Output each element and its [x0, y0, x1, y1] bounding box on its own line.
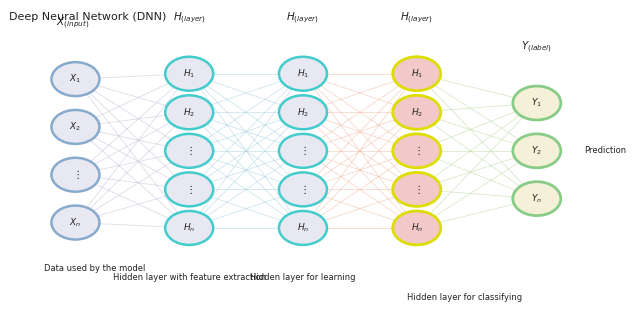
Text: $X_{(input)}$: $X_{(input)}$: [56, 16, 89, 31]
Text: $H_1$: $H_1$: [183, 68, 195, 80]
Ellipse shape: [279, 211, 327, 245]
Ellipse shape: [51, 206, 99, 240]
Text: $X_n$: $X_n$: [69, 216, 81, 229]
Text: Data used by the model: Data used by the model: [44, 264, 145, 273]
Text: $\vdots$: $\vdots$: [186, 144, 193, 157]
Text: $Y_n$: $Y_n$: [531, 192, 542, 205]
Ellipse shape: [279, 172, 327, 206]
Ellipse shape: [513, 134, 561, 168]
Text: $\vdots$: $\vdots$: [72, 168, 79, 181]
Ellipse shape: [279, 134, 327, 168]
Ellipse shape: [165, 57, 213, 91]
Text: $H_n$: $H_n$: [410, 222, 423, 234]
Text: $Y_2$: $Y_2$: [531, 144, 542, 157]
Text: $H_2$: $H_2$: [183, 106, 195, 118]
Text: $H_n$: $H_n$: [297, 222, 309, 234]
Text: $X_2$: $X_2$: [70, 121, 81, 133]
Text: $H_{(layer)}$: $H_{(layer)}$: [400, 10, 433, 26]
Ellipse shape: [393, 57, 441, 91]
Ellipse shape: [393, 134, 441, 168]
Text: $\vdots$: $\vdots$: [299, 183, 307, 196]
Text: $\vdots$: $\vdots$: [299, 144, 307, 157]
Ellipse shape: [513, 86, 561, 120]
Text: $H_{(layer)}$: $H_{(layer)}$: [173, 10, 205, 26]
Text: $H_2$: $H_2$: [411, 106, 423, 118]
Ellipse shape: [279, 95, 327, 129]
Ellipse shape: [165, 95, 213, 129]
Text: $H_1$: $H_1$: [297, 68, 309, 80]
Ellipse shape: [165, 134, 213, 168]
Text: Hidden layer for classifying: Hidden layer for classifying: [406, 293, 522, 302]
Ellipse shape: [513, 182, 561, 216]
Ellipse shape: [279, 57, 327, 91]
Text: Hidden layer for learning: Hidden layer for learning: [250, 273, 356, 282]
Ellipse shape: [393, 172, 441, 206]
Text: $\vdots$: $\vdots$: [413, 183, 420, 196]
Text: $H_2$: $H_2$: [297, 106, 309, 118]
Text: $H_{(layer)}$: $H_{(layer)}$: [287, 10, 319, 26]
Text: $H_1$: $H_1$: [411, 68, 423, 80]
Text: Prediction: Prediction: [584, 146, 627, 155]
Ellipse shape: [51, 110, 99, 144]
Text: $Y_1$: $Y_1$: [531, 97, 542, 109]
Text: $Y_{(label)}$: $Y_{(label)}$: [522, 40, 552, 55]
Text: $X_1$: $X_1$: [69, 73, 81, 85]
Ellipse shape: [393, 211, 441, 245]
Ellipse shape: [51, 158, 99, 192]
Ellipse shape: [51, 62, 99, 96]
Text: Hidden layer with feature extraction: Hidden layer with feature extraction: [113, 273, 266, 282]
Text: $H_n$: $H_n$: [183, 222, 195, 234]
Text: $\vdots$: $\vdots$: [413, 144, 420, 157]
Ellipse shape: [165, 172, 213, 206]
Text: Deep Neural Network (DNN): Deep Neural Network (DNN): [9, 12, 166, 22]
Text: $\vdots$: $\vdots$: [186, 183, 193, 196]
Ellipse shape: [393, 95, 441, 129]
Ellipse shape: [165, 211, 213, 245]
